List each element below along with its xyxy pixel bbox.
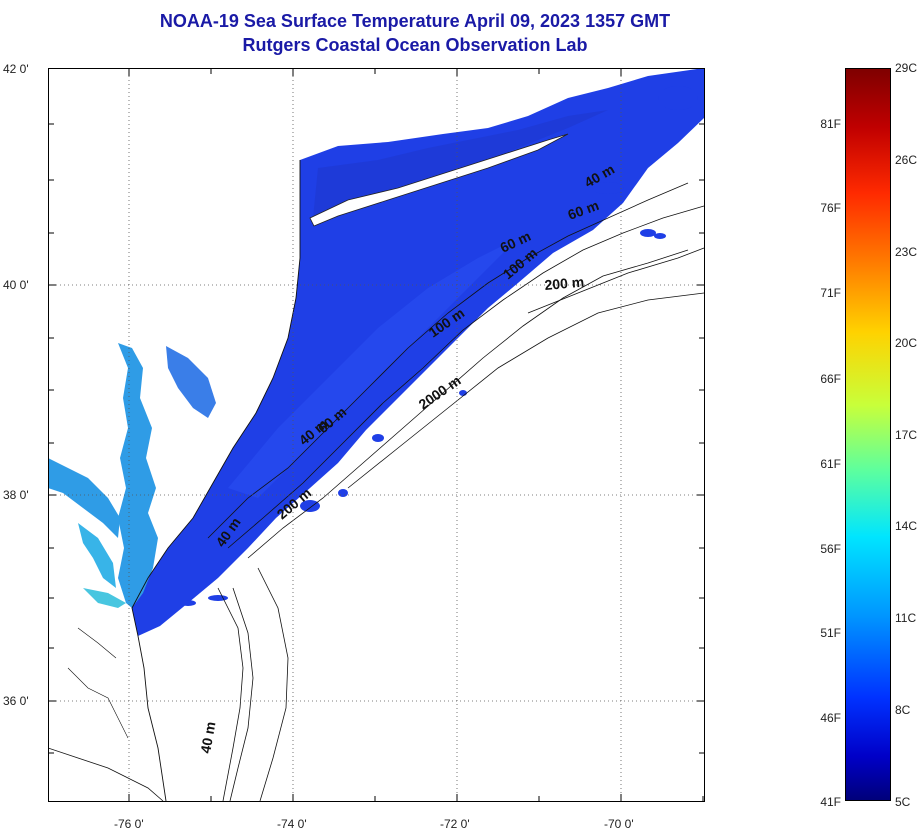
colorbar-f-label: 51F bbox=[820, 626, 841, 640]
nc-coast bbox=[48, 747, 164, 802]
lon-label-76: -76 0' bbox=[114, 817, 144, 831]
sst-ocean-inner bbox=[228, 238, 518, 498]
map-subtitle: Rutgers Coastal Ocean Observation Lab bbox=[242, 35, 588, 55]
colorbar-f-label: 46F bbox=[820, 711, 841, 725]
coastline bbox=[131, 160, 301, 802]
colorbar-f-label: 81F bbox=[820, 117, 841, 131]
colorbar-c-label: 26C bbox=[895, 153, 918, 167]
colorbar-c-label: 8C bbox=[895, 703, 911, 717]
colorbar-f-label: 61F bbox=[820, 457, 841, 471]
colorbar-f-label: 76F bbox=[820, 201, 841, 215]
chesapeake-west-arm bbox=[48, 458, 120, 538]
colorbar-f-label: 41F bbox=[820, 795, 841, 809]
contour-label: 40 m bbox=[197, 720, 218, 754]
lat-label-36: 36 0' bbox=[3, 694, 29, 708]
colorbar-c-label: 11C bbox=[895, 611, 917, 625]
colorbar-f-label: 71F bbox=[820, 286, 841, 300]
lon-label-70: -70 0' bbox=[604, 817, 634, 831]
lon-label-74: -74 0' bbox=[277, 817, 307, 831]
chesapeake-bay bbox=[118, 343, 158, 608]
colorbar-c-label: 20C bbox=[895, 336, 918, 350]
map-ticks bbox=[48, 68, 705, 802]
colorbar-c-label: 29C bbox=[895, 61, 918, 75]
colorbar-c-label: 5C bbox=[895, 795, 911, 809]
colorbar-c-label: 14C bbox=[895, 519, 918, 533]
colorbar-f-label: 66F bbox=[820, 372, 841, 386]
sst-colorbar bbox=[845, 68, 891, 801]
sst-map[interactable]: 40 m 60 m 60 m 100 m 200 m 2000 m 40 m 6… bbox=[48, 68, 705, 802]
colorbar-c-label: 17C bbox=[895, 428, 918, 442]
colorbar-f-label: 56F bbox=[820, 542, 841, 556]
delaware-bay bbox=[166, 346, 216, 418]
lat-label-42: 42 0' bbox=[3, 62, 29, 76]
map-title: NOAA-19 Sea Surface Temperature April 09… bbox=[159, 11, 671, 31]
inland-shore bbox=[67, 627, 129, 739]
lat-label-40: 40 0' bbox=[3, 278, 29, 292]
long-island-land bbox=[309, 133, 569, 227]
chesapeake-tributary bbox=[78, 523, 116, 588]
sst-ocean-swath bbox=[132, 68, 704, 636]
contour-label: 200 m bbox=[544, 274, 585, 293]
colorbar-c-label: 23C bbox=[895, 245, 918, 259]
bathymetry-contours bbox=[207, 182, 705, 802]
lon-label-72: -72 0' bbox=[440, 817, 470, 831]
lat-label-38: 38 0' bbox=[3, 488, 29, 502]
chesapeake-mouth bbox=[83, 588, 126, 608]
map-frame bbox=[48, 68, 705, 802]
graticule bbox=[48, 68, 705, 802]
